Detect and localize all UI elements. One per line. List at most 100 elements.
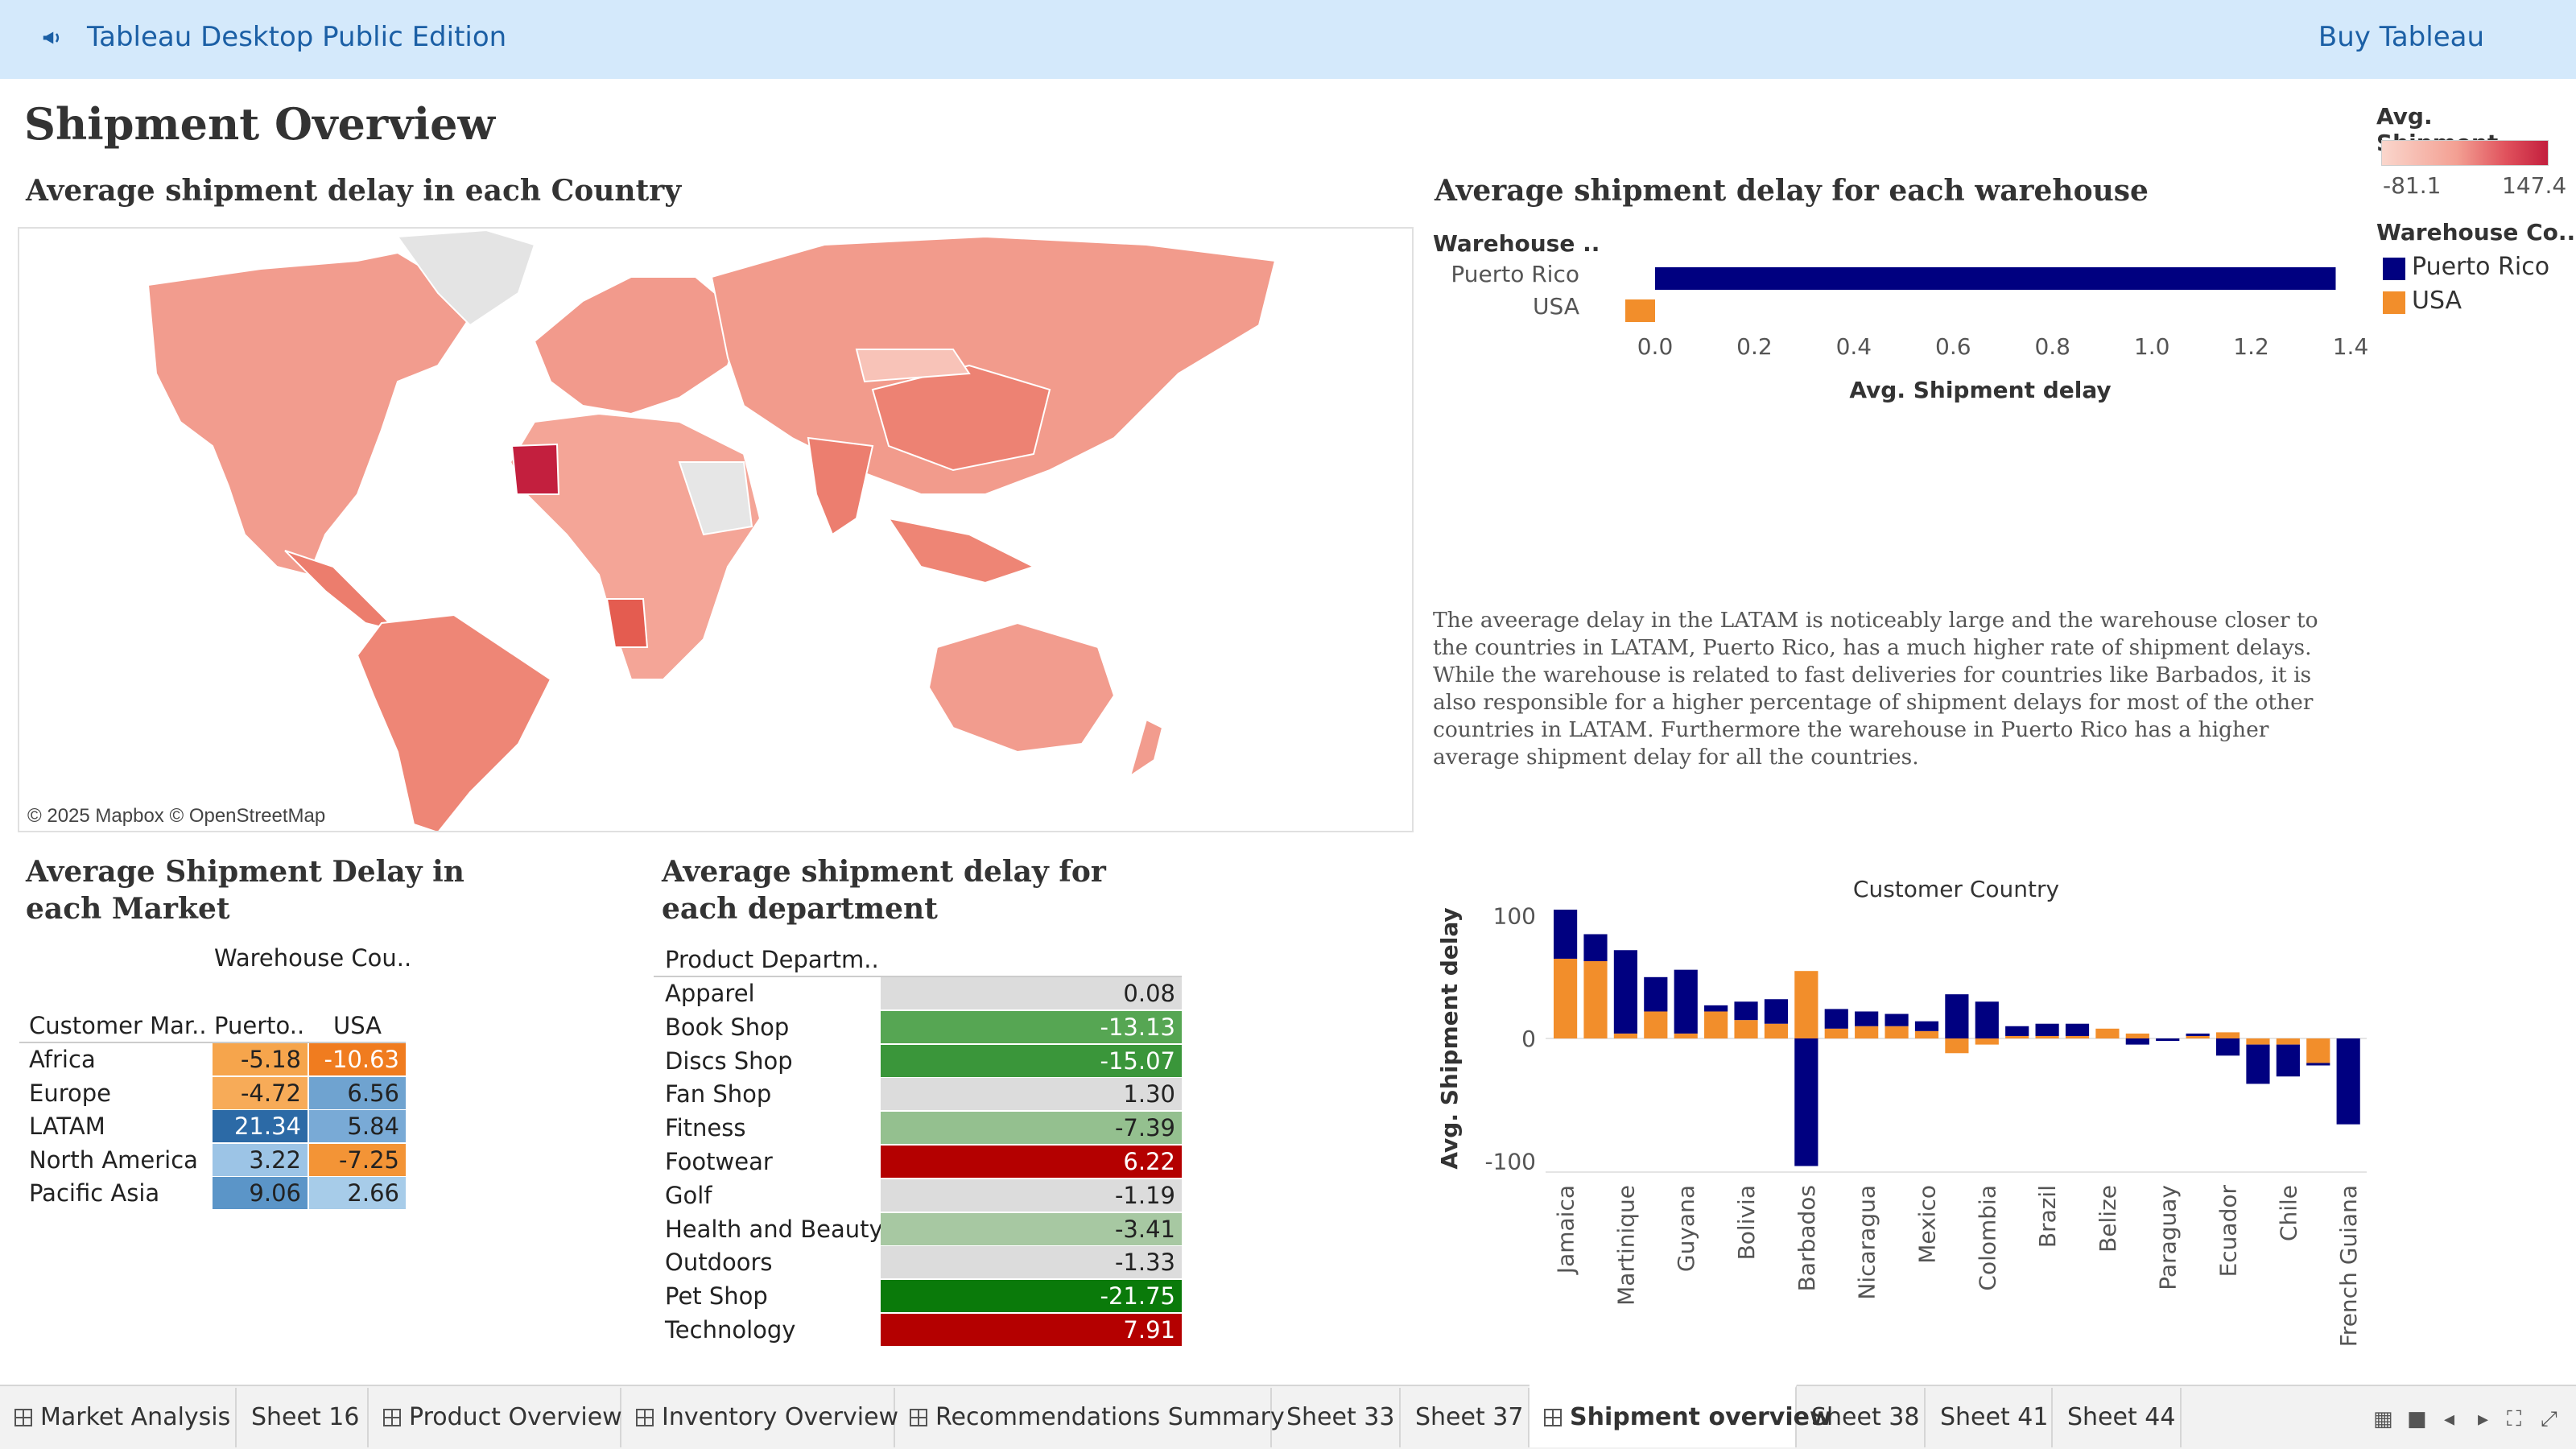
market-usa-value: -7.25 xyxy=(309,1143,406,1176)
app-title: Tableau Desktop Public Edition xyxy=(87,21,507,53)
tab-sheet-16[interactable]: Sheet 16 xyxy=(237,1388,369,1447)
country-bar-puerto-rico[interactable] xyxy=(1794,1038,1818,1166)
country-bar-usa[interactable] xyxy=(1734,1020,1758,1038)
country-bar-usa[interactable] xyxy=(1644,1011,1668,1038)
tab-product-overview[interactable]: Product Overview xyxy=(369,1388,622,1447)
department-row[interactable]: Fan Shop 1.30 xyxy=(654,1078,1182,1111)
market-row[interactable]: Pacific Asia 9.06 2.66 xyxy=(19,1177,406,1210)
country-bar-puerto-rico[interactable] xyxy=(1824,1009,1848,1029)
market-row[interactable]: LATAM 21.34 5.84 xyxy=(19,1110,406,1143)
country-bar-usa[interactable] xyxy=(1824,1028,1848,1038)
country-bar-puerto-rico[interactable] xyxy=(2215,1038,2240,1056)
country-bar-usa[interactable] xyxy=(2276,1038,2300,1045)
country-bar-puerto-rico[interactable] xyxy=(1613,950,1637,1034)
country-bar-usa[interactable] xyxy=(2035,1035,2059,1038)
map-north-america xyxy=(147,251,472,576)
country-bar-usa[interactable] xyxy=(1674,1033,1698,1038)
department-row[interactable]: Fitness -7.39 xyxy=(654,1112,1182,1145)
country-bar-puerto-rico[interactable] xyxy=(1554,910,1578,959)
country-bar-puerto-rico[interactable] xyxy=(2276,1044,2300,1077)
world-map[interactable] xyxy=(18,227,1414,832)
buy-tableau-link[interactable]: Buy Tableau xyxy=(2318,21,2484,53)
tab-recommendations-summary[interactable]: Recommendations Summary xyxy=(895,1388,1285,1447)
country-bar-usa[interactable] xyxy=(1613,1033,1637,1038)
map-india xyxy=(807,436,874,536)
show-filmstrip-icon[interactable]: ▦ xyxy=(2373,1407,2393,1431)
legend-item-usa[interactable]: USA xyxy=(2412,287,2462,315)
country-bar-usa[interactable] xyxy=(1583,961,1608,1038)
show-tabs-icon[interactable]: ■ xyxy=(2407,1407,2427,1431)
country-bar-usa[interactable] xyxy=(1794,971,1818,1038)
country-bar-puerto-rico[interactable] xyxy=(2005,1026,2029,1036)
country-bar-usa[interactable] xyxy=(1554,958,1578,1038)
share-icon[interactable]: ⤢ xyxy=(2541,1407,2557,1431)
warehouse-bar[interactable] xyxy=(1655,267,2336,290)
next-sheet-icon[interactable]: ▸ xyxy=(2478,1407,2489,1431)
country-bar-puerto-rico[interactable] xyxy=(2246,1044,2270,1084)
warehouse-bar[interactable] xyxy=(1624,299,1655,322)
country-bar-puerto-rico[interactable] xyxy=(2125,1038,2149,1045)
country-bar-puerto-rico[interactable] xyxy=(2035,1023,2059,1036)
department-row[interactable]: Book Shop -13.13 xyxy=(654,1010,1182,1044)
country-bar-puerto-rico[interactable] xyxy=(1583,934,1608,961)
tab-inventory-overview[interactable]: Inventory Overview xyxy=(621,1388,898,1447)
country-bar-puerto-rico[interactable] xyxy=(1764,999,1789,1024)
department-table-title: Average shipment delay for each departme… xyxy=(662,855,1106,926)
tab-sheet-44[interactable]: Sheet 44 xyxy=(2053,1388,2182,1447)
country-bar-puerto-rico[interactable] xyxy=(2336,1038,2360,1125)
tab-sheet-33[interactable]: Sheet 33 xyxy=(1272,1388,1401,1447)
department-row[interactable]: Outdoors -1.33 xyxy=(654,1246,1182,1279)
department-row[interactable]: Discs Shop -15.07 xyxy=(654,1044,1182,1078)
department-row[interactable]: Health and Beauty -3.41 xyxy=(654,1212,1182,1246)
country-bar-puerto-rico[interactable] xyxy=(1914,1021,1939,1031)
country-bar-usa[interactable] xyxy=(1914,1030,1939,1038)
country-bar-puerto-rico[interactable] xyxy=(2156,1038,2180,1042)
department-row[interactable]: Technology 7.91 xyxy=(654,1314,1182,1347)
country-bar-puerto-rico[interactable] xyxy=(2065,1023,2090,1036)
country-bar-puerto-rico[interactable] xyxy=(1674,969,1698,1034)
country-bar-puerto-rico[interactable] xyxy=(1644,976,1668,1012)
fullscreen-icon[interactable]: ⛶ xyxy=(2507,1407,2522,1431)
department-row[interactable]: Golf -1.19 xyxy=(654,1179,1182,1212)
map-attribution[interactable]: © 2025 Mapbox © OpenStreetMap xyxy=(27,805,326,827)
country-bar-usa[interactable] xyxy=(2065,1035,2090,1038)
country-bar-usa[interactable] xyxy=(2005,1035,2029,1038)
country-bar-usa[interactable] xyxy=(2215,1032,2240,1038)
market-corner-label: Warehouse Cou.. xyxy=(214,944,412,972)
country-bar-usa[interactable] xyxy=(1855,1026,1879,1038)
market-row[interactable]: North America 3.22 -7.25 xyxy=(19,1143,406,1177)
department-row[interactable]: Apparel 0.08 xyxy=(654,977,1182,1010)
country-bar-puerto-rico[interactable] xyxy=(2186,1033,2210,1036)
legend-item-puerto-rico[interactable]: Puerto Rico xyxy=(2412,253,2550,281)
country-bar-puerto-rico[interactable] xyxy=(1975,1001,1999,1038)
tab-sheet-38[interactable]: Sheet 38 xyxy=(1797,1388,1926,1447)
tab-shipment-overview[interactable]: Shipment overview xyxy=(1530,1385,1832,1447)
country-bar-usa[interactable] xyxy=(1885,1026,1909,1038)
country-bar-puerto-rico[interactable] xyxy=(1885,1013,1909,1026)
country-x-label: Guyana xyxy=(1673,1185,1699,1272)
warehouse-x-tick: 1.4 xyxy=(2333,333,2369,360)
tab-sheet-41[interactable]: Sheet 41 xyxy=(1926,1388,2053,1447)
country-bar-usa[interactable] xyxy=(2125,1033,2149,1038)
country-bar-puerto-rico[interactable] xyxy=(1704,1005,1728,1012)
tab-sheet-37[interactable]: Sheet 37 xyxy=(1401,1388,1530,1447)
country-bar-usa[interactable] xyxy=(2186,1035,2210,1038)
country-bar-usa[interactable] xyxy=(2246,1038,2270,1045)
tab-market-analysis[interactable]: Market Analysis xyxy=(0,1388,237,1447)
market-row[interactable]: Europe -4.72 6.56 xyxy=(19,1076,406,1110)
country-bar-usa[interactable] xyxy=(1704,1011,1728,1038)
country-bar-puerto-rico[interactable] xyxy=(1945,994,1969,1038)
country-bar-usa[interactable] xyxy=(1764,1023,1789,1038)
country-bar-usa[interactable] xyxy=(2306,1038,2330,1063)
country-bar-puerto-rico[interactable] xyxy=(1855,1011,1879,1026)
department-row[interactable]: Pet Shop -21.75 xyxy=(654,1280,1182,1313)
country-bar-puerto-rico[interactable] xyxy=(1734,1001,1758,1021)
country-bar-usa[interactable] xyxy=(1945,1038,1969,1054)
country-bar-puerto-rico[interactable] xyxy=(2306,1063,2330,1066)
department-row[interactable]: Footwear 6.22 xyxy=(654,1146,1182,1179)
country-y-tick: 0 xyxy=(1521,1026,1536,1052)
country-bar-usa[interactable] xyxy=(1975,1038,1999,1045)
previous-sheet-icon[interactable]: ◂ xyxy=(2444,1407,2455,1431)
market-row[interactable]: Africa -5.18 -10.63 xyxy=(19,1043,406,1076)
country-bar-usa[interactable] xyxy=(2095,1028,2120,1038)
